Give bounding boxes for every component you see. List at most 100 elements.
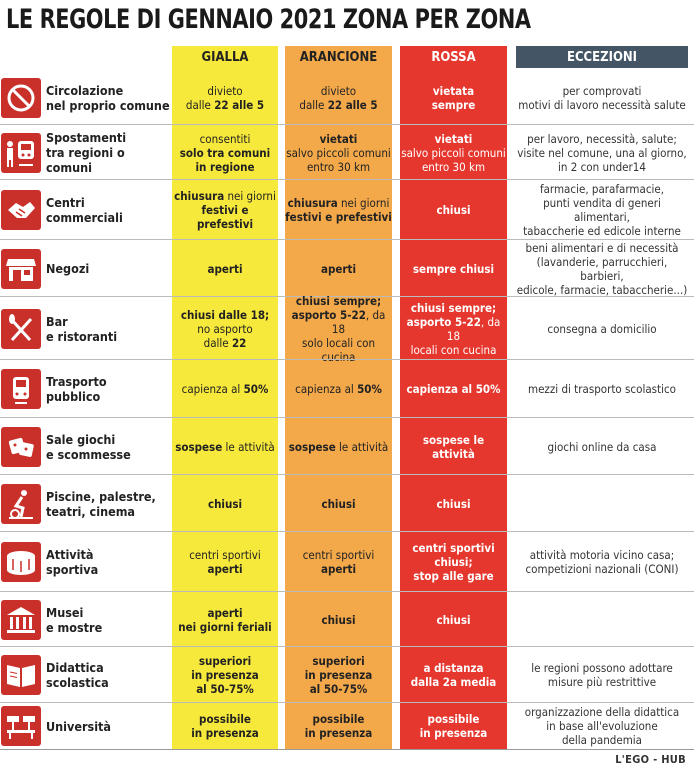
cell-line: sempre chiusi xyxy=(412,261,495,276)
cell-line: chiusi; xyxy=(434,555,473,569)
cell-line: le regioni possono adottare xyxy=(531,661,673,675)
cell-line: superiori xyxy=(312,654,365,668)
cell-line: chiusi xyxy=(321,612,356,627)
row-label-line: Negozi xyxy=(46,261,90,276)
row-label: Centri commerciali xyxy=(46,180,170,240)
cell-line: in presenza xyxy=(304,726,373,740)
row-separator xyxy=(0,531,694,532)
cell-line: in base all'evoluzione xyxy=(546,719,658,733)
no-entry-icon xyxy=(1,77,41,118)
cell-line: solo tra comuni xyxy=(179,145,271,160)
row-label: Università xyxy=(46,703,170,749)
cell-eccezioni: per lavoro, necessità, salute; visite nel… xyxy=(516,125,688,180)
cell-line: dalle 22 alle 5 xyxy=(299,97,378,112)
cell-line: centri sportivi xyxy=(302,548,375,562)
column-arancione-bg xyxy=(285,46,392,749)
cell-rossa: chiusi xyxy=(400,592,507,647)
tram-icon xyxy=(1,369,41,409)
cell-line: organizzazione della didattica xyxy=(524,705,680,719)
cell-line: dalle 22 xyxy=(203,335,247,350)
handshake-icon xyxy=(1,190,41,230)
book-icon xyxy=(1,655,41,695)
cell-gialla: divieto dalle 22 alle 5 xyxy=(172,70,278,125)
row-label: Musei e mostre xyxy=(46,592,170,647)
cell-line: chiusi xyxy=(436,203,471,217)
row-label: Negozi xyxy=(46,240,170,297)
header-eccezioni: ECCEZIONI xyxy=(516,46,688,68)
cell-line: sospese le attività xyxy=(288,439,389,454)
cell-line: vietati xyxy=(319,131,358,146)
cell-line: vietati xyxy=(434,131,473,146)
cell-line: edicole, farmacie, tabaccherie...) xyxy=(516,282,688,297)
header-arancione: ARANCIONE xyxy=(299,49,378,65)
cell-line: al 50-75% xyxy=(196,682,254,696)
row-separator xyxy=(0,474,694,475)
footer-credit: L'EGO - HUB xyxy=(615,753,686,766)
cell-gialla: possibile in presenza xyxy=(172,703,278,749)
fitness-icon xyxy=(1,483,41,524)
cell-line: motivi di lavoro necessità salute xyxy=(518,97,686,112)
cell-gialla: consentiti solo tra comuni in regione xyxy=(172,125,278,180)
cell-line: festivi e prefestivi xyxy=(197,203,253,231)
cell-gialla: aperti nei giorni feriali xyxy=(172,592,278,647)
cell-line: centri sportivi xyxy=(189,548,261,562)
cell-eccezioni: attività motoria vicino casa; competizion… xyxy=(516,532,688,592)
cell-line: chiusura nei giorni xyxy=(174,189,276,203)
cell-rossa: chiusi xyxy=(400,475,507,532)
cell-rossa: capienza al 50% xyxy=(400,360,507,418)
row-label-line: Sale giochi xyxy=(46,431,116,447)
cell-rossa: sospese le attività xyxy=(400,418,507,475)
cell-line: divieto xyxy=(320,83,357,98)
cell-line: stop alle gare xyxy=(413,569,494,583)
row-label-line: Centri xyxy=(46,195,85,210)
cell-line: salvo piccoli comuni xyxy=(286,145,391,160)
row-label-line: pubblico xyxy=(46,389,101,404)
row-separator xyxy=(0,646,694,647)
cell-line: chiusi xyxy=(436,612,471,627)
cell-line: competizioni nazionali (CONI) xyxy=(525,562,679,576)
cell-eccezioni: farmacie, parafarmacie, punti vendita di … xyxy=(516,180,688,240)
cell-gialla: chiusi dalle 18; no asporto dalle 22 xyxy=(172,297,278,360)
cell-line: dalla 2a media xyxy=(410,675,497,689)
row-separator xyxy=(0,296,694,297)
row-label-line: nel proprio comune xyxy=(46,97,170,113)
row-separator xyxy=(0,702,694,703)
dice-icon xyxy=(1,426,41,467)
museum-icon xyxy=(1,599,41,640)
row-separator xyxy=(0,124,694,125)
cell-eccezioni: giochi online da casa xyxy=(516,418,688,475)
cell-rossa: sempre chiusi xyxy=(400,240,507,297)
cell-line: vietata xyxy=(432,83,475,98)
cell-line: consegna a domicilio xyxy=(547,321,657,336)
cell-line: sospese le attività xyxy=(422,432,485,461)
cell-arancione: chiusi xyxy=(285,592,392,647)
row-label: Sale giochi e scommesse xyxy=(46,418,170,475)
cell-line: aperti xyxy=(320,562,356,576)
cell-line: in presenza xyxy=(304,668,373,682)
cell-rossa: chiusi xyxy=(400,180,507,240)
cell-line: farmacie, parafarmacie, xyxy=(539,182,665,196)
cell-line: per comprovati xyxy=(562,83,642,98)
cell-arancione: vietati salvo piccoli comuni entro 30 km xyxy=(285,125,392,180)
column-gialla-bg xyxy=(172,46,278,749)
cell-line: locali con cucina xyxy=(410,342,497,357)
cell-line: attività motoria vicino casa; xyxy=(529,548,675,562)
stadium-icon xyxy=(1,542,41,582)
cell-arancione: aperti xyxy=(285,240,392,297)
cell-line: nei giorni feriali xyxy=(178,619,272,634)
train-person-icon xyxy=(1,132,41,173)
cell-line: tabaccherie ed edicole interne xyxy=(523,224,681,238)
cell-line: (lavanderie, parrucchieri, barbieri, xyxy=(536,254,668,283)
row-label: Trasporto pubblico xyxy=(46,360,170,418)
cell-rossa: chiusi sempre; asporto 5-22, da 18 locali … xyxy=(400,297,507,360)
cell-line: chiusi dalle 18; xyxy=(180,307,270,322)
cell-arancione: centri sportivi aperti xyxy=(285,532,392,592)
cell-line: giochi online da casa xyxy=(547,439,657,454)
row-label: Didattica scolastica xyxy=(46,647,170,703)
cell-eccezioni xyxy=(516,592,688,647)
cell-rossa: possibile in presenza xyxy=(400,703,507,749)
cell-line: aperti xyxy=(321,261,356,276)
cell-line: in presenza xyxy=(191,726,259,740)
cell-rossa: centri sportivi chiusi; stop alle gare xyxy=(400,532,507,592)
cell-line: punti vendita di generi alimentari, xyxy=(543,196,661,224)
